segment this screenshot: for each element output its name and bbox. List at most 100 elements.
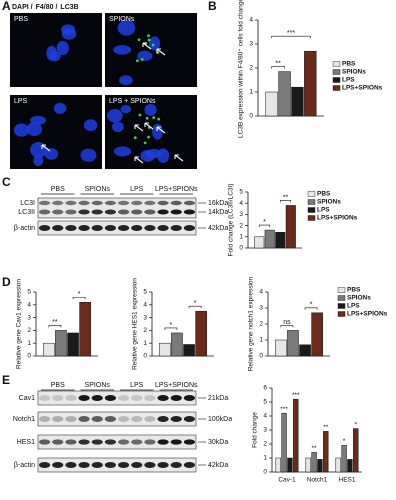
band [157,395,169,401]
signal [138,113,142,117]
sig-label: * [355,421,358,428]
band [52,395,64,401]
row-label: β-actin [14,225,35,232]
sig-label: ** [283,194,289,201]
legend-swatch [332,77,341,83]
bar [79,301,91,357]
nucleus [44,148,59,160]
row-label: Cav1 [19,395,35,402]
y-tick-label: 1 [249,89,253,96]
band [144,225,156,231]
blot-membrane [37,457,197,473]
x-tick-label: Cav-1 [278,477,296,484]
panel-label: B [208,0,217,13]
band [157,200,169,206]
sig-label: * [78,291,81,298]
legend-label: PBS [317,191,331,198]
band [144,395,156,401]
sig-bracket [164,327,178,330]
y-tick-label: 0 [143,353,147,360]
bar [254,236,265,249]
sig-bracket [188,305,202,309]
y-tick-label: 2 [259,321,263,328]
bar [264,229,275,249]
sig-bracket [279,200,292,203]
legend-swatch [307,215,316,221]
y-tick-label: 3 [249,41,253,48]
y-tick-label: 5 [27,289,31,296]
band [65,209,77,215]
bar [275,232,286,249]
band [38,439,51,445]
band [91,439,103,445]
nucleus [61,27,77,40]
band [78,439,90,445]
legend-label: LPS [317,207,330,214]
sig-label: *** [287,30,295,37]
signal [135,59,139,63]
signal [137,38,141,42]
band [157,225,169,231]
size-label: 42kDa [208,225,228,232]
band [38,462,51,468]
nucleus [119,75,133,86]
band [78,209,90,215]
band [183,200,196,206]
band [65,395,77,401]
nucleus [144,103,157,116]
y-tick-label: 1 [27,340,31,347]
band [157,462,169,468]
band [65,439,77,445]
lane-label: LPS+SPIONs [155,186,198,193]
sig-label: * [343,438,346,445]
bar [287,457,293,473]
y-tick-label: 1 [143,340,147,347]
band [104,209,117,215]
band [52,225,64,231]
band [52,416,64,422]
nucleus [113,45,132,55]
sig-bracket [258,224,271,228]
row-label: LC3I [20,200,35,207]
panel-label: A [2,0,11,13]
band [117,395,130,401]
band [117,209,130,215]
band [78,225,90,231]
sig-label: * [263,219,266,226]
arrow [41,144,51,152]
legend-swatch [332,61,341,67]
bar [287,330,299,357]
band [183,416,196,422]
y-axis-label: LC3B expression within F4/80⁺ cells fold… [238,0,245,138]
band [104,395,117,401]
band [117,416,130,422]
size-label: 30kDa [208,439,228,446]
nucleus [26,122,43,136]
y-tick-label: 4 [259,289,263,296]
band [91,416,103,422]
y-axis-label: Relative gene HES1 expression [132,278,139,370]
lane-label: LPS+SPIONs [155,382,198,389]
band [78,395,90,401]
arrow [156,126,166,134]
signal [157,117,161,121]
bar [278,71,291,117]
band [65,225,77,231]
band [170,395,182,401]
row-label: HES1 [17,439,35,446]
lane-label: LPS [130,382,144,389]
y-axis-label: Relative gene Cav1 expression [16,279,23,369]
sig-bracket [271,66,285,69]
band [65,416,77,422]
band [52,462,64,468]
image-label: LPS + SPIONs [109,98,156,105]
bar [293,398,299,473]
band [117,462,130,468]
blot-membrane [37,411,197,427]
y-axis-label: Relative gene notch1 expression [248,276,255,371]
band [38,395,51,401]
band [131,439,143,445]
band [170,225,182,231]
size-label: 100kDa [208,416,232,423]
